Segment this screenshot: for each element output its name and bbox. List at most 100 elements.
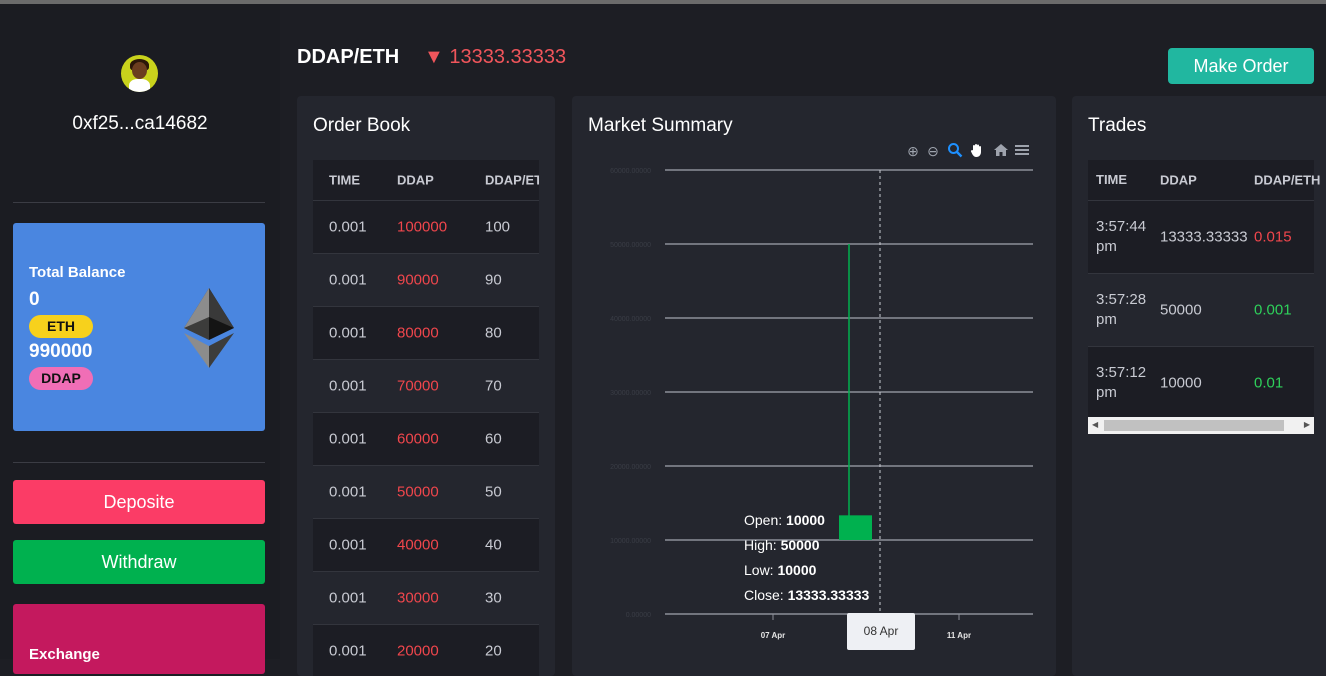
withdraw-button[interactable]: Withdraw [13,540,265,584]
divider [13,202,265,203]
order-book-title: Order Book [313,115,411,136]
price-down-icon: ▼ [424,46,444,68]
table-row[interactable]: 0.001 50000 50 [313,465,539,518]
pair-title: DDAP/ETH [297,46,400,68]
price-cell: 0.01 [1254,374,1284,392]
eth-balance: 0 [29,289,40,310]
y-tick-label: 20000.00000 [610,464,651,471]
price-cell: 40 [485,536,502,554]
market-summary-title: Market Summary [588,115,733,136]
sidebar: 0xf25...ca14682 Total Balance 0 ETH 9900… [0,4,280,674]
trades-panel: Trades TIME DDAP DDAP/ETH 3:57:44 pm 1333… [1072,96,1326,676]
ddap-cell: 13333.33333 [1160,228,1248,246]
zoom-select-icon[interactable] [946,142,964,160]
price-cell: 90 [485,271,502,289]
table-row[interactable]: 0.001 20000 20 [313,624,539,676]
y-tick-label: 30000.00000 [610,390,651,397]
time-cell: 0.001 [329,642,367,660]
ohlc-tooltip: Open: 10000 High: 50000 Low: 10000 Close… [744,508,869,608]
price-cell: 30 [485,589,502,607]
scroll-right-icon[interactable]: ▶ [1303,420,1310,429]
time-cell: 3:57:28 pm [1096,291,1147,328]
time-cell: 0.001 [329,324,367,342]
ddap-cell: 70000 [397,377,439,395]
exchange-card[interactable]: Exchange [13,604,265,674]
y-tick-label: 0.00000 [626,612,651,619]
ddap-cell: 20000 [397,642,439,660]
divider [13,462,265,463]
eth-badge: ETH [29,315,93,338]
tooltip-close: Close: 13333.33333 [744,587,870,603]
price-cell: 60 [485,430,502,448]
order-book-table[interactable]: TIME DDAP DDAP/ETH 0.001 100000 100 0.001 9… [313,160,539,676]
table-header: TIME DDAP DDAP/ETH [1088,160,1320,200]
hover-date-label: 08 Apr [847,613,915,650]
x-tick-label: 11 Apr [947,631,971,640]
menu-icon[interactable] [1013,142,1031,160]
zoom-in-icon[interactable]: ⊕ [907,143,919,159]
table-row[interactable]: 3:57:28 pm 50000 0.001 [1088,273,1314,346]
avatar[interactable] [121,55,158,92]
ddap-cell: 10000 [1160,374,1202,392]
x-tick-label: 07 Apr [761,631,786,640]
table-row[interactable]: 0.001 80000 80 [313,306,539,359]
balance-title: Total Balance [29,264,126,281]
current-price: ▼ 13333.33333 [424,46,566,69]
window-top-border [0,0,1326,4]
scroll-left-icon[interactable]: ◀ [1092,420,1099,429]
horizontal-scrollbar[interactable]: ◀ ▶ [1088,417,1314,434]
ddap-cell: 30000 [397,589,439,607]
market-summary-panel: Market Summary ⊕ ⊖ 0.00000 10000.00000 200… [572,96,1056,676]
y-tick-label: 40000.00000 [610,316,651,323]
tooltip-open: Open: 10000 [744,512,825,528]
order-book-panel: Order Book TIME DDAP DDAP/ETH 0.001 10000… [297,96,555,676]
ddap-cell: 50000 [1160,301,1202,319]
home-icon[interactable] [992,142,1010,160]
tooltip-low: Low: 10000 [744,562,817,578]
ddap-cell: 60000 [397,430,439,448]
candle-body [839,515,872,540]
table-row[interactable]: 3:57:12 pm 10000 0.01 [1088,346,1314,419]
table-row[interactable]: 0.001 100000 100 [313,200,539,253]
deposit-button[interactable]: Deposite [13,480,265,524]
ddap-badge: DDAP [29,367,93,390]
ethereum-icon [184,288,234,368]
column-header: DDAP [397,172,434,188]
table-row[interactable]: 0.001 90000 90 [313,253,539,306]
time-cell: 0.001 [329,430,367,448]
time-cell: 0.001 [329,377,367,395]
exchange-label: Exchange [29,646,100,663]
trades-title: Trades [1088,115,1147,136]
y-tick-label: 60000.00000 [610,168,651,175]
candlestick-chart[interactable]: 0.00000 10000.00000 20000.00000 30000.00000… [572,96,1056,676]
time-cell: 3:57:44 pm [1096,218,1147,255]
table-row[interactable]: 3:57:44 pm 13333.33333 0.015 [1088,200,1314,273]
price-cell: 0.015 [1254,228,1292,246]
time-cell: 0.001 [329,218,367,236]
ddap-cell: 100000 [397,218,448,236]
time-cell: 0.001 [329,271,367,289]
price-cell: 80 [485,324,502,342]
column-header: DDAP/ETH [1254,172,1321,188]
zoom-out-icon[interactable]: ⊖ [927,143,939,159]
column-header: DDAP [1160,172,1197,188]
price-cell: 0.001 [1254,301,1292,319]
wallet-address: 0xf25...ca14682 [72,113,208,134]
make-order-button[interactable]: Make Order [1168,48,1314,84]
table-row[interactable]: 0.001 40000 40 [313,518,539,571]
table-row[interactable]: 0.001 60000 60 [313,412,539,465]
price-cell: 70 [485,377,502,395]
y-tick-label: 10000.00000 [610,538,651,545]
scrollbar-thumb[interactable] [1104,420,1284,431]
tooltip-high: High: 50000 [744,537,820,553]
ddap-cell: 40000 [397,536,439,554]
ddap-cell: 80000 [397,324,439,342]
time-cell: 3:57:12 pm [1096,364,1147,401]
pan-hand-icon[interactable] [968,142,986,160]
table-row[interactable]: 0.001 30000 30 [313,571,539,624]
trades-table[interactable]: TIME DDAP DDAP/ETH 3:57:44 pm 13333.33333… [1088,160,1320,419]
column-header: DDAP/ETH [485,172,539,188]
table-row[interactable]: 0.001 70000 70 [313,359,539,412]
ddap-cell: 90000 [397,271,439,289]
price-value: 13333.33333 [449,46,567,68]
